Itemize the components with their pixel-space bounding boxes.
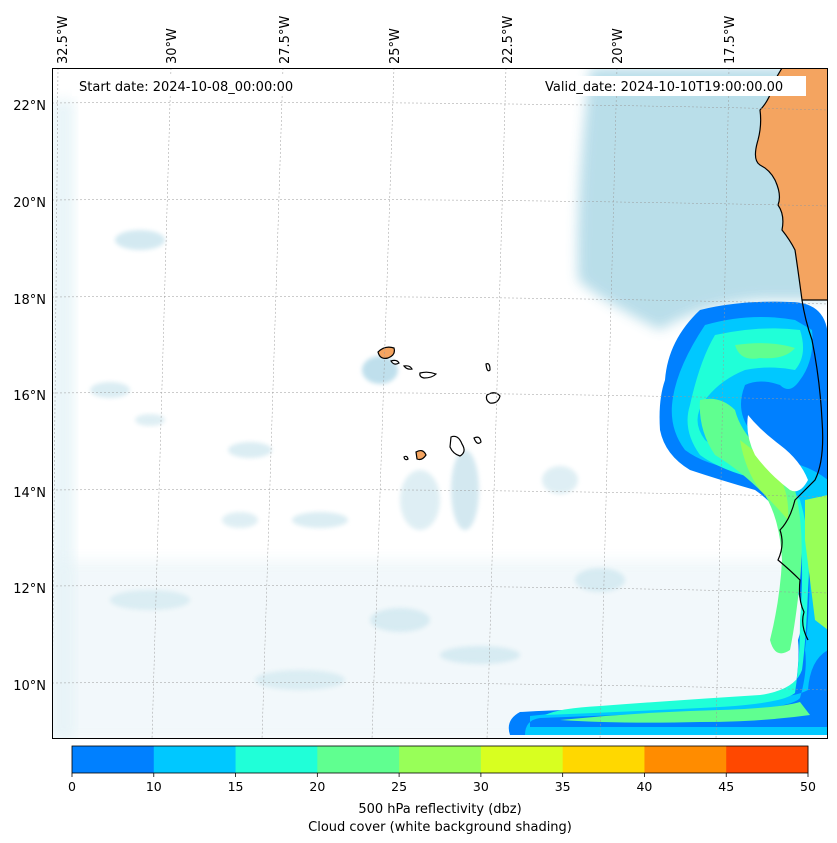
colorbar-segment	[153, 746, 237, 773]
start-date-text: Start date: 2024-10-08_00:00:00	[79, 80, 293, 95]
lon-label: 20°W	[611, 28, 626, 64]
colorbar-tick-label: 45	[718, 779, 734, 794]
colorbar-tick-label: 40	[636, 779, 652, 794]
valid-date-text: Valid_date: 2024-10-10T19:00:00.00	[545, 80, 783, 95]
lon-label: 30°W	[165, 28, 180, 64]
colorbar-label-line2: Cloud cover (white background shading)	[308, 820, 572, 835]
lon-label: 22.5°W	[501, 16, 516, 64]
coastline	[777, 299, 824, 641]
lon-label: 32.5°W	[56, 16, 71, 64]
colorbar-label-line1: 500 hPa reflectivity (dbz)	[358, 802, 521, 817]
colorbar-segment	[726, 746, 809, 773]
lon-label: 27.5°W	[278, 16, 293, 64]
colorbar-tick-label: 20	[309, 779, 325, 794]
colorbar-segment	[644, 746, 727, 773]
colorbar-tick-label: 15	[228, 779, 244, 794]
valid-date-box	[538, 76, 806, 96]
colorbar-segment	[480, 746, 564, 773]
colorbar-segment	[399, 746, 482, 773]
colorbar-tick-label: 0	[68, 779, 76, 794]
lat-label: 22°N	[13, 99, 46, 114]
graticule	[52, 68, 828, 739]
lat-label: 14°N	[13, 486, 46, 501]
lat-label: 16°N	[13, 389, 46, 404]
land-africa	[754, 68, 828, 301]
colorbar-tick-label: 35	[555, 779, 571, 794]
colorbar-tick-label: 10	[146, 779, 162, 794]
colorbar-segment	[562, 746, 645, 773]
colorbar-tick-label: 50	[800, 779, 816, 794]
reflectivity-field	[508, 301, 828, 735]
lon-label: 17.5°W	[723, 16, 738, 64]
colorbar-frame	[71, 745, 809, 774]
map-frame	[52, 68, 828, 739]
cloud-cover-shading	[52, 68, 828, 739]
colorbar: 0 10 15 20 25 30 35 40 45 50	[68, 745, 816, 794]
lat-label: 12°N	[13, 582, 46, 597]
colorbar-tick-label: 25	[391, 779, 407, 794]
colorbar-tick-label: 30	[473, 779, 489, 794]
latitude-labels: 22°N 20°N 18°N 16°N 14°N 12°N 10°N	[13, 99, 46, 694]
lat-label: 20°N	[13, 196, 46, 211]
colorbar-segment	[317, 746, 400, 773]
longitude-labels: 32.5°W 30°W 27.5°W 25°W 22.5°W 20°W 17.5…	[56, 16, 738, 64]
lat-label: 18°N	[13, 293, 46, 308]
lon-label: 25°W	[388, 28, 403, 64]
lat-label: 10°N	[13, 679, 46, 694]
colorbar-segment	[235, 746, 318, 773]
colorbar-segment	[72, 746, 155, 773]
start-date-box	[72, 76, 312, 96]
